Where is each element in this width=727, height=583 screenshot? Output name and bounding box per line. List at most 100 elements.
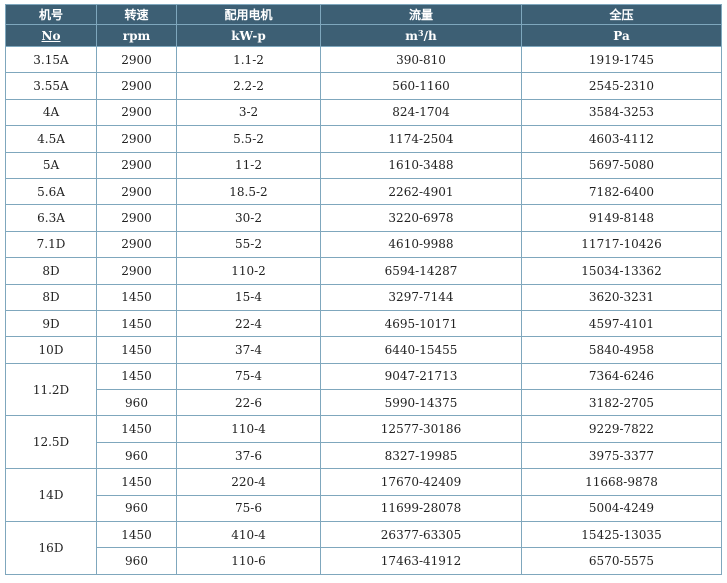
cell-motor: 1.1-2: [176, 45, 321, 74]
cell-flow: 8327-19985: [320, 441, 522, 470]
cell-flow: 9047-21713: [320, 362, 522, 391]
header-speed: 转速: [96, 4, 177, 25]
cell-pressure: 5697-5080: [521, 151, 722, 179]
cell-motor: 22-6: [176, 389, 321, 417]
cell-pressure: 4603-4112: [521, 125, 722, 153]
unit-flow-base: m: [405, 29, 418, 43]
cell-motor: 22-4: [176, 309, 321, 338]
cell-pressure: 7364-6246: [521, 362, 722, 391]
cell-pressure: 3975-3377: [521, 441, 722, 470]
table-header: 机号 转速 配用电机 流量 全压 No rpm kW-p m3/h Pa: [5, 4, 722, 47]
cell-speed: 2900: [96, 257, 177, 285]
cell-model: 4.5A: [5, 125, 97, 153]
cell-speed: 2900: [96, 151, 177, 179]
cell-motor: 110-4: [176, 415, 321, 443]
unit-flow-sup: 3: [418, 28, 424, 38]
cell-model: 5.6A: [5, 177, 97, 206]
cell-speed: 2900: [96, 230, 177, 259]
header-model: 机号: [5, 4, 97, 25]
cell-model: 7.1D: [5, 230, 97, 259]
unit-motor: kW-p: [176, 24, 321, 47]
cell-flow: 1174-2504: [320, 125, 522, 153]
cell-pressure: 3584-3253: [521, 98, 722, 127]
cell-motor: 75-4: [176, 362, 321, 391]
table-row: 8D 2900 110-2 6594-14287 15034-13362: [5, 257, 722, 285]
cell-pressure: 2545-2310: [521, 72, 722, 100]
table-row: 8D 1450 15-4 3297-7144 3620-3231: [5, 283, 722, 311]
cell-model: 3.15A: [5, 45, 97, 74]
cell-motor: 30-2: [176, 204, 321, 232]
table-row: 5.6A 2900 18.5-2 2262-4901 7182-6400: [5, 177, 722, 206]
cell-speed: 1450: [96, 521, 177, 549]
cell-pressure: 1919-1745: [521, 45, 722, 74]
cell-model: 5A: [5, 151, 97, 179]
cell-motor: 55-2: [176, 230, 321, 259]
cell-flow: 17463-41912: [320, 547, 522, 575]
cell-speed: 960: [96, 494, 177, 523]
cell-flow: 3297-7144: [320, 283, 522, 311]
cell-pressure: 6570-5575: [521, 547, 722, 575]
cell-model: 16D: [5, 521, 97, 575]
cell-flow: 12577-30186: [320, 415, 522, 443]
table-row: 960 75-6 11699-28078 5004-4249: [6, 494, 722, 523]
cell-flow: 26377-63305: [320, 521, 522, 549]
cell-motor: 410-4: [176, 521, 321, 549]
table-row: 3.15A 2900 1.1-2 390-810 1919-1745: [5, 45, 722, 74]
cell-flow: 6594-14287: [320, 257, 522, 285]
cell-pressure: 11717-10426: [521, 230, 722, 259]
cell-speed: 2900: [96, 45, 177, 74]
table-row: 14D 1450 220-4 17670-42409 11668-9878: [5, 468, 722, 523]
cell-motor: 11-2: [176, 151, 321, 179]
table-row: 6.3A 2900 30-2 3220-6978 9149-8148: [5, 204, 722, 232]
cell-speed: 1450: [96, 362, 177, 391]
cell-model: 11.2D: [5, 362, 97, 417]
cell-pressure: 5004-4249: [521, 494, 722, 523]
cell-speed: 2900: [96, 72, 177, 100]
cell-flow: 17670-42409: [320, 468, 522, 496]
fan-spec-table: 机号 转速 配用电机 流量 全压 No rpm kW-p m3/h Pa 3.1…: [5, 4, 722, 575]
table-row: 3.55A 2900 2.2-2 560-1160 2545-2310: [5, 72, 722, 100]
cell-speed: 1450: [96, 309, 177, 338]
table-row: 10D 1450 37-4 6440-15455 5840-4958: [5, 336, 722, 364]
cell-speed: 1450: [96, 283, 177, 311]
cell-speed: 2900: [96, 125, 177, 153]
cell-motor: 220-4: [176, 468, 321, 496]
cell-motor: 75-6: [176, 494, 321, 523]
header-flow: 流量: [320, 4, 522, 25]
table-row: 16D 1450 410-4 26377-63305 15425-13035: [5, 521, 722, 575]
cell-flow: 5990-14375: [320, 389, 522, 417]
header-motor: 配用电机: [176, 4, 321, 25]
unit-model: No: [5, 24, 97, 47]
cell-pressure: 4597-4101: [521, 309, 722, 338]
cell-model: 6.3A: [5, 204, 97, 232]
table-row: 960 110-6 17463-41912 6570-5575: [6, 547, 722, 575]
table-body: 3.15A 2900 1.1-2 390-810 1919-1745 3.55A…: [5, 45, 722, 575]
cell-model: 3.55A: [5, 72, 97, 100]
cell-speed: 960: [96, 441, 177, 470]
cell-pressure: 15034-13362: [521, 257, 722, 285]
cell-speed: 2900: [96, 177, 177, 206]
cell-motor: 110-2: [176, 257, 321, 285]
cell-pressure: 3620-3231: [521, 283, 722, 311]
cell-speed: 960: [96, 547, 177, 575]
unit-pressure: Pa: [521, 24, 722, 47]
cell-model: 12.5D: [5, 415, 97, 470]
cell-flow: 2262-4901: [320, 177, 522, 206]
table-row: 9D 1450 22-4 4695-10171 4597-4101: [5, 309, 722, 338]
cell-pressure: 3182-2705: [521, 389, 722, 417]
header-unit-row: No rpm kW-p m3/h Pa: [5, 24, 722, 47]
cell-motor: 3-2: [176, 98, 321, 127]
cell-flow: 3220-6978: [320, 204, 522, 232]
cell-speed: 1450: [96, 336, 177, 364]
cell-flow: 390-810: [320, 45, 522, 74]
cell-motor: 5.5-2: [176, 125, 321, 153]
table-row: 4A 2900 3-2 824-1704 3584-3253: [5, 98, 722, 127]
cell-model: 8D: [5, 283, 97, 311]
table-row: 960 37-6 8327-19985 3975-3377: [6, 441, 722, 470]
header-pressure: 全压: [521, 4, 722, 25]
unit-flow-suffix: /h: [423, 29, 437, 43]
cell-speed: 2900: [96, 98, 177, 127]
unit-speed: rpm: [96, 24, 177, 47]
table-row: 960 22-6 5990-14375 3182-2705: [6, 389, 722, 417]
